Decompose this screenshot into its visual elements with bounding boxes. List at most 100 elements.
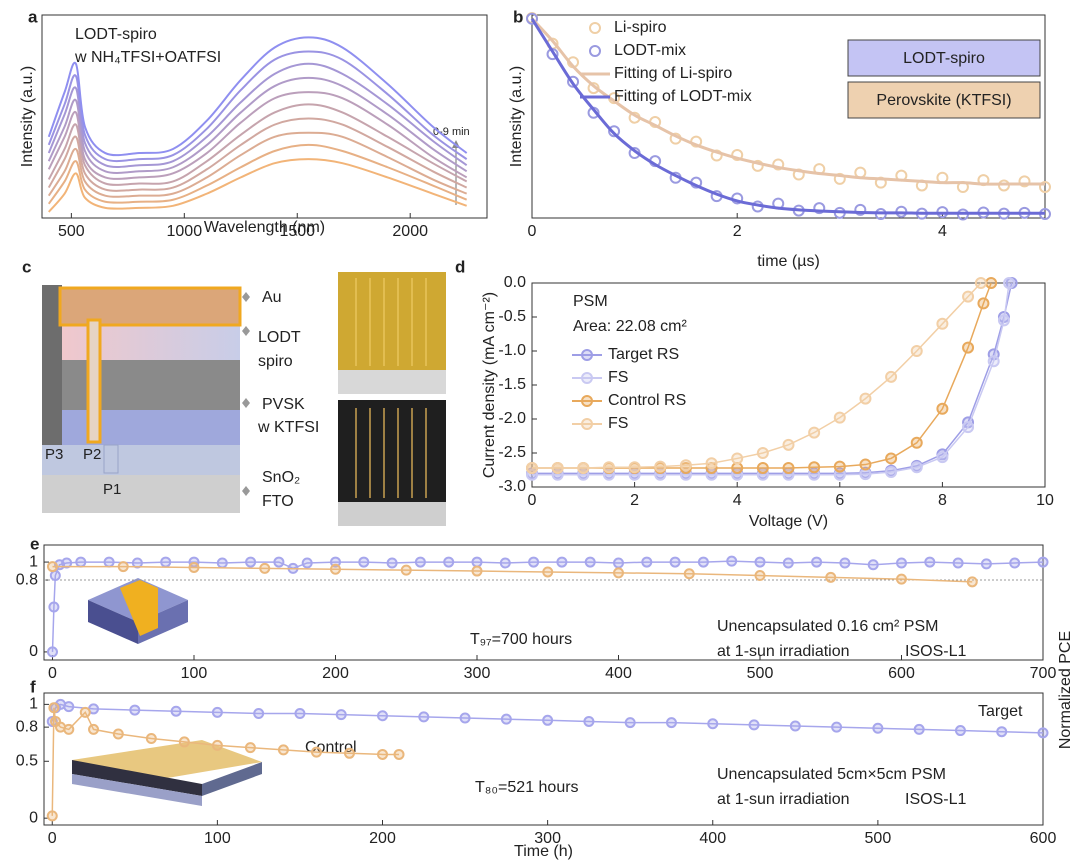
data-point <box>833 468 846 481</box>
x-tick-label: 500 <box>865 830 892 847</box>
data-point <box>782 557 794 569</box>
legend-label: LODT-mix <box>614 42 686 59</box>
y-tick-label: 0 <box>29 643 38 660</box>
legend-swatch <box>589 45 601 57</box>
x-tick-label: 700 <box>1030 665 1057 682</box>
data-point <box>294 707 306 719</box>
series-line <box>47 131 468 198</box>
y-tick-label: -1.5 <box>498 376 526 393</box>
annotation: T₈₀=521 hours <box>475 779 579 796</box>
data-point <box>79 706 91 718</box>
label-box <box>847 81 1041 119</box>
x-tick-label: 2 <box>733 223 742 240</box>
data-point <box>259 562 271 574</box>
data-point <box>985 277 998 289</box>
data-point <box>833 411 846 424</box>
y-tick-label: -2.5 <box>498 444 526 461</box>
series-line <box>530 17 1045 186</box>
annotation: T₉₇=700 hours <box>470 631 572 648</box>
chart-panel: 0 2 4 time (µs) Intensity (a.u.) b LODT-spiro P… <box>508 7 1051 270</box>
legend-swatch <box>581 395 593 407</box>
data-point <box>910 461 923 474</box>
data-point <box>377 710 389 722</box>
data-point <box>895 573 907 585</box>
data-point <box>377 748 389 760</box>
data-point <box>358 556 370 568</box>
y-tick-label: 0.8 <box>16 718 38 735</box>
plot-frame <box>43 692 1044 826</box>
data-point <box>913 723 925 735</box>
p2-channel <box>86 318 102 444</box>
data-point <box>170 705 182 717</box>
series-line <box>51 703 1044 734</box>
x-tick-label: 2 <box>630 492 639 509</box>
data-point <box>748 719 760 731</box>
data-point <box>980 558 992 570</box>
data-point <box>1018 175 1031 188</box>
x-tick-label: 100 <box>204 830 231 847</box>
data-point <box>528 556 540 568</box>
data-point <box>612 567 624 579</box>
data-point <box>751 159 764 172</box>
schematic: Au LODT spiro PVSK w KTFSI SnO₂ FTO P3 P… <box>22 257 446 526</box>
x-tick-label: 200 <box>369 830 396 847</box>
data-point <box>854 203 867 216</box>
data-point <box>608 125 621 138</box>
cut-label: P3 <box>45 446 63 463</box>
series-line <box>47 143 468 205</box>
data-point <box>936 402 949 415</box>
layer-label: PVSK <box>262 396 305 413</box>
data-point <box>710 149 723 162</box>
data-point <box>418 711 430 723</box>
shared-y-axis-title: Normalized PCE <box>1057 631 1074 749</box>
series-layer <box>46 555 1049 658</box>
data-point <box>160 556 172 568</box>
cut-label: P2 <box>83 446 101 463</box>
layer <box>42 475 240 513</box>
data-point <box>756 447 769 459</box>
legend-swatch <box>581 372 593 384</box>
data-point <box>277 744 289 756</box>
x-tick-label: 400 <box>699 830 726 847</box>
data-point <box>1009 557 1021 569</box>
data-point <box>602 461 615 474</box>
series-line <box>47 62 468 169</box>
data-point <box>75 556 87 568</box>
label-box <box>847 39 1041 77</box>
series-layer <box>526 11 1051 221</box>
y-tick-label: 0.0 <box>504 274 526 291</box>
data-point <box>329 563 341 575</box>
data-point <box>936 451 949 464</box>
annotation: Unencapsulated 0.16 cm² PSM <box>717 618 938 635</box>
data-point <box>962 421 975 434</box>
y-tick-label: -1.0 <box>498 342 526 359</box>
data-point <box>1003 277 1016 289</box>
series-layer <box>46 698 1049 822</box>
data-point <box>936 317 949 330</box>
x-tick-label: 600 <box>888 665 915 682</box>
data-point <box>500 713 512 725</box>
data-point <box>567 75 580 88</box>
data-point <box>471 556 483 568</box>
data-point <box>641 556 653 568</box>
data-point <box>1039 181 1051 194</box>
data-point <box>808 461 821 474</box>
x-tick-label: 0 <box>528 492 537 509</box>
x-tick-label: 500 <box>747 665 774 682</box>
data-point <box>612 557 624 569</box>
data-point <box>707 718 719 730</box>
series-line <box>47 91 468 180</box>
chart-panel: 0 100 200 300 400 500 600 700 0 0.81e T₉₇=700 hour… <box>16 534 1057 682</box>
inset-device-e <box>88 578 188 644</box>
annotation: ISOS-L1 <box>905 643 966 660</box>
x-tick-label: 300 <box>534 830 561 847</box>
data-point <box>273 556 285 568</box>
data-point <box>211 739 223 751</box>
data-point <box>754 556 766 568</box>
data-point <box>954 725 966 737</box>
legend-label: Fitting of Li-spiro <box>614 65 732 82</box>
data-point <box>46 646 58 658</box>
data-point <box>253 707 265 719</box>
data-point <box>310 746 322 758</box>
